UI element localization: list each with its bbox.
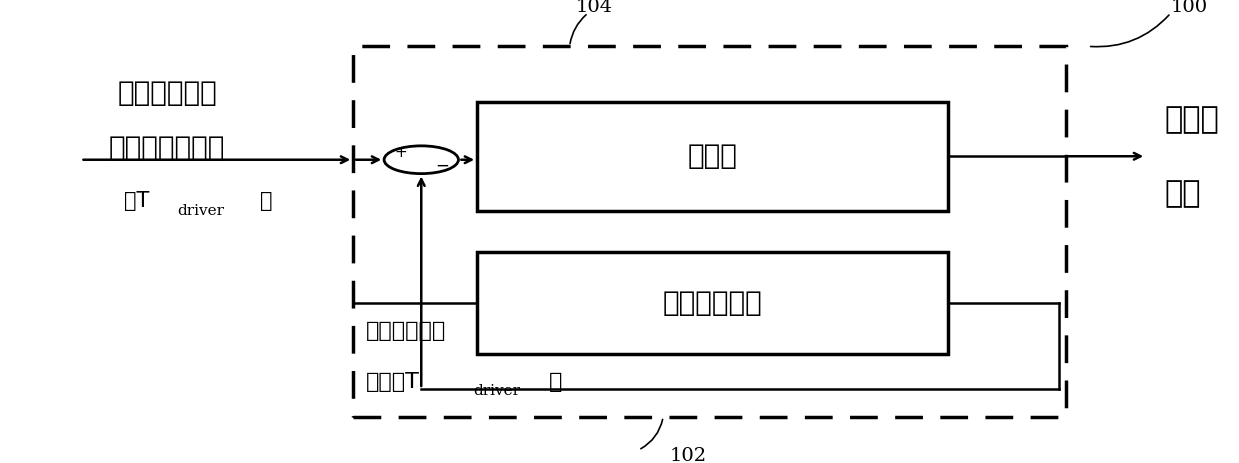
Text: driver: driver	[177, 204, 224, 218]
Text: +: +	[394, 144, 408, 160]
Text: 转矩（T: 转矩（T	[366, 372, 419, 392]
Text: 104: 104	[576, 0, 613, 16]
Text: 102: 102	[669, 447, 706, 463]
Bar	[477, 252, 948, 354]
Bar	[353, 46, 1066, 417]
Text: 转矩: 转矩	[1165, 179, 1201, 208]
Text: driver: driver	[473, 384, 520, 398]
Bar	[477, 102, 948, 211]
Circle shape	[384, 146, 458, 174]
Text: ）: ）	[260, 191, 273, 212]
Text: 驾驶员方向盘: 驾驶员方向盘	[366, 321, 446, 341]
Text: 转向系统模型: 转向系统模型	[663, 289, 762, 317]
Text: 控制器: 控制器	[688, 142, 737, 170]
Text: 驾驶员: 驾驶员	[1165, 105, 1219, 134]
Text: （T: （T	[124, 191, 149, 212]
Text: 所感测到的转矩: 所感测到的转矩	[109, 134, 225, 162]
Text: −: −	[435, 157, 449, 175]
Text: ）: ）	[549, 372, 563, 392]
Text: 100: 100	[1171, 0, 1208, 16]
Text: 由转矩传感器: 由转矩传感器	[118, 79, 217, 106]
